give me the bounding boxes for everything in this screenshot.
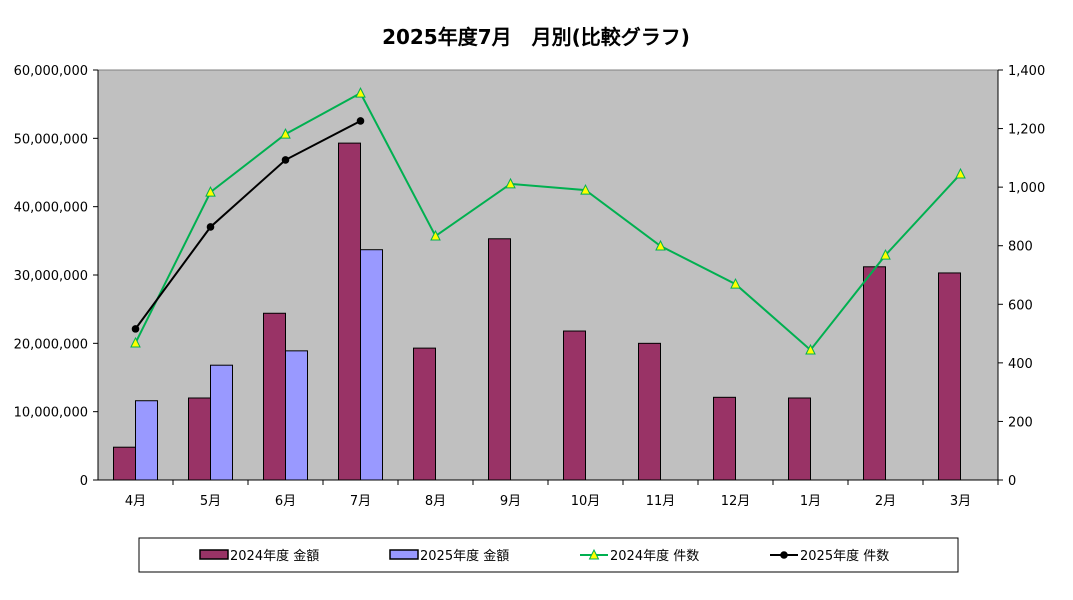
right-tick-label: 800 bbox=[1008, 240, 1033, 255]
legend-marker bbox=[780, 551, 788, 559]
bar-2025年度-金額 bbox=[210, 364, 233, 481]
legend-label: 2025年度 件数 bbox=[800, 548, 889, 564]
chart-title: 2025年度7月 月別(比較グラフ) bbox=[382, 25, 690, 49]
bar-2025年度-金額 bbox=[135, 400, 158, 481]
x-tick-label: 5月 bbox=[200, 494, 221, 509]
x-tick-label: 12月 bbox=[721, 494, 751, 509]
bar-2024年度-金額 bbox=[488, 238, 511, 481]
point-2024年度-件数 bbox=[430, 229, 441, 241]
point-2025年度-件数 bbox=[206, 223, 215, 231]
right-tick-label: 0 bbox=[1008, 474, 1016, 489]
point-2024年度-件数 bbox=[955, 167, 966, 179]
legend-label: 2024年度 金額 bbox=[230, 548, 319, 564]
right-tick-label: 600 bbox=[1008, 298, 1033, 313]
x-tick-label: 4月 bbox=[125, 494, 146, 509]
point-2024年度-件数 bbox=[655, 239, 666, 251]
left-tick-label: 40,000,000 bbox=[14, 201, 88, 216]
x-tick-label: 1月 bbox=[800, 494, 821, 509]
plot-area bbox=[97, 69, 999, 481]
bar-2025年度-金額 bbox=[360, 249, 383, 481]
bar-2024年度-金額 bbox=[188, 397, 211, 481]
line-2025年度-件数 bbox=[134, 120, 361, 330]
point-2024年度-件数 bbox=[880, 248, 891, 260]
bar-2024年度-金額 bbox=[563, 330, 586, 481]
x-tick-label: 9月 bbox=[500, 494, 521, 509]
point-2025年度-件数 bbox=[131, 325, 140, 333]
bar-2024年度-金額 bbox=[338, 142, 361, 481]
point-2024年度-件数 bbox=[730, 277, 741, 289]
legend-swatch bbox=[389, 549, 419, 560]
x-tick-label: 8月 bbox=[425, 494, 446, 509]
right-tick-label: 200 bbox=[1008, 415, 1033, 430]
x-tick-label: 6月 bbox=[275, 494, 296, 509]
right-tick-label: 1,000 bbox=[1008, 181, 1045, 196]
bar-2024年度-金額 bbox=[413, 347, 436, 481]
x-tick-label: 3月 bbox=[950, 494, 971, 509]
x-tick-label: 7月 bbox=[350, 494, 371, 509]
bar-2024年度-金額 bbox=[713, 396, 736, 481]
bar-2024年度-金額 bbox=[638, 342, 661, 481]
x-tick-label: 2月 bbox=[875, 494, 896, 509]
right-tick-label: 1,200 bbox=[1008, 123, 1045, 138]
point-2024年度-件数 bbox=[130, 336, 141, 348]
line-2024年度-件数 bbox=[134, 91, 962, 352]
bar-2024年度-金額 bbox=[863, 266, 886, 481]
legend-swatch bbox=[199, 549, 229, 560]
legend-label: 2025年度 金額 bbox=[420, 548, 509, 564]
bar-2025年度-金額 bbox=[285, 350, 308, 481]
point-2024年度-件数 bbox=[280, 128, 291, 139]
legend bbox=[138, 537, 959, 573]
legend-label: 2024年度 件数 bbox=[610, 548, 699, 564]
point-2024年度-件数 bbox=[355, 87, 366, 98]
bar-2024年度-金額 bbox=[938, 272, 961, 481]
bar-2024年度-金額 bbox=[263, 312, 286, 481]
point-2024年度-件数 bbox=[580, 183, 591, 195]
bar-2024年度-金額 bbox=[788, 397, 811, 481]
point-2025年度-件数 bbox=[281, 156, 290, 164]
right-tick-label: 1,400 bbox=[1008, 64, 1045, 79]
legend-marker bbox=[588, 548, 600, 560]
left-tick-label: 0 bbox=[80, 474, 88, 489]
left-tick-label: 20,000,000 bbox=[14, 337, 88, 352]
left-tick-label: 50,000,000 bbox=[14, 132, 88, 147]
bar-2024年度-金額 bbox=[113, 446, 136, 481]
left-tick-label: 60,000,000 bbox=[14, 64, 88, 79]
right-tick-label: 400 bbox=[1008, 357, 1033, 372]
x-tick-label: 10月 bbox=[571, 494, 601, 509]
point-2024年度-件数 bbox=[805, 343, 816, 355]
x-tick-label: 11月 bbox=[646, 494, 676, 509]
left-tick-label: 10,000,000 bbox=[14, 406, 88, 421]
left-tick-label: 30,000,000 bbox=[14, 269, 88, 284]
point-2025年度-件数 bbox=[356, 117, 365, 125]
point-2024年度-件数 bbox=[505, 177, 516, 189]
point-2024年度-件数 bbox=[205, 186, 216, 197]
